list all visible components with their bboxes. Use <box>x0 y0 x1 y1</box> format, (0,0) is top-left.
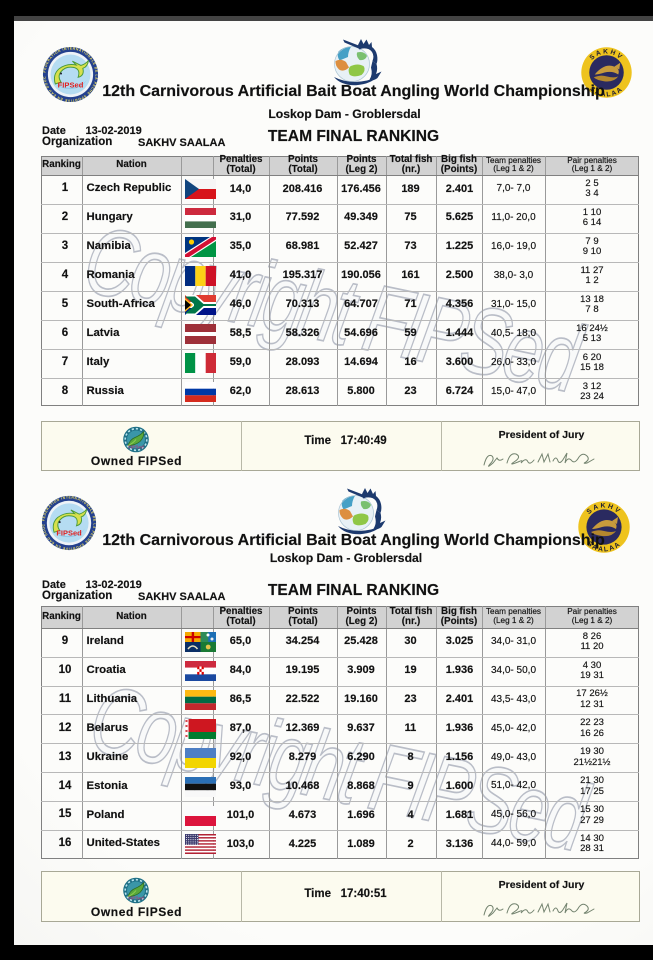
svg-text:FIPSed: FIPSed <box>56 529 82 538</box>
svg-text:FIPSed: FIPSed <box>57 80 83 89</box>
svg-text:FIPSed: FIPSed <box>128 444 144 449</box>
svg-text:FIPSed: FIPSed <box>128 895 144 900</box>
